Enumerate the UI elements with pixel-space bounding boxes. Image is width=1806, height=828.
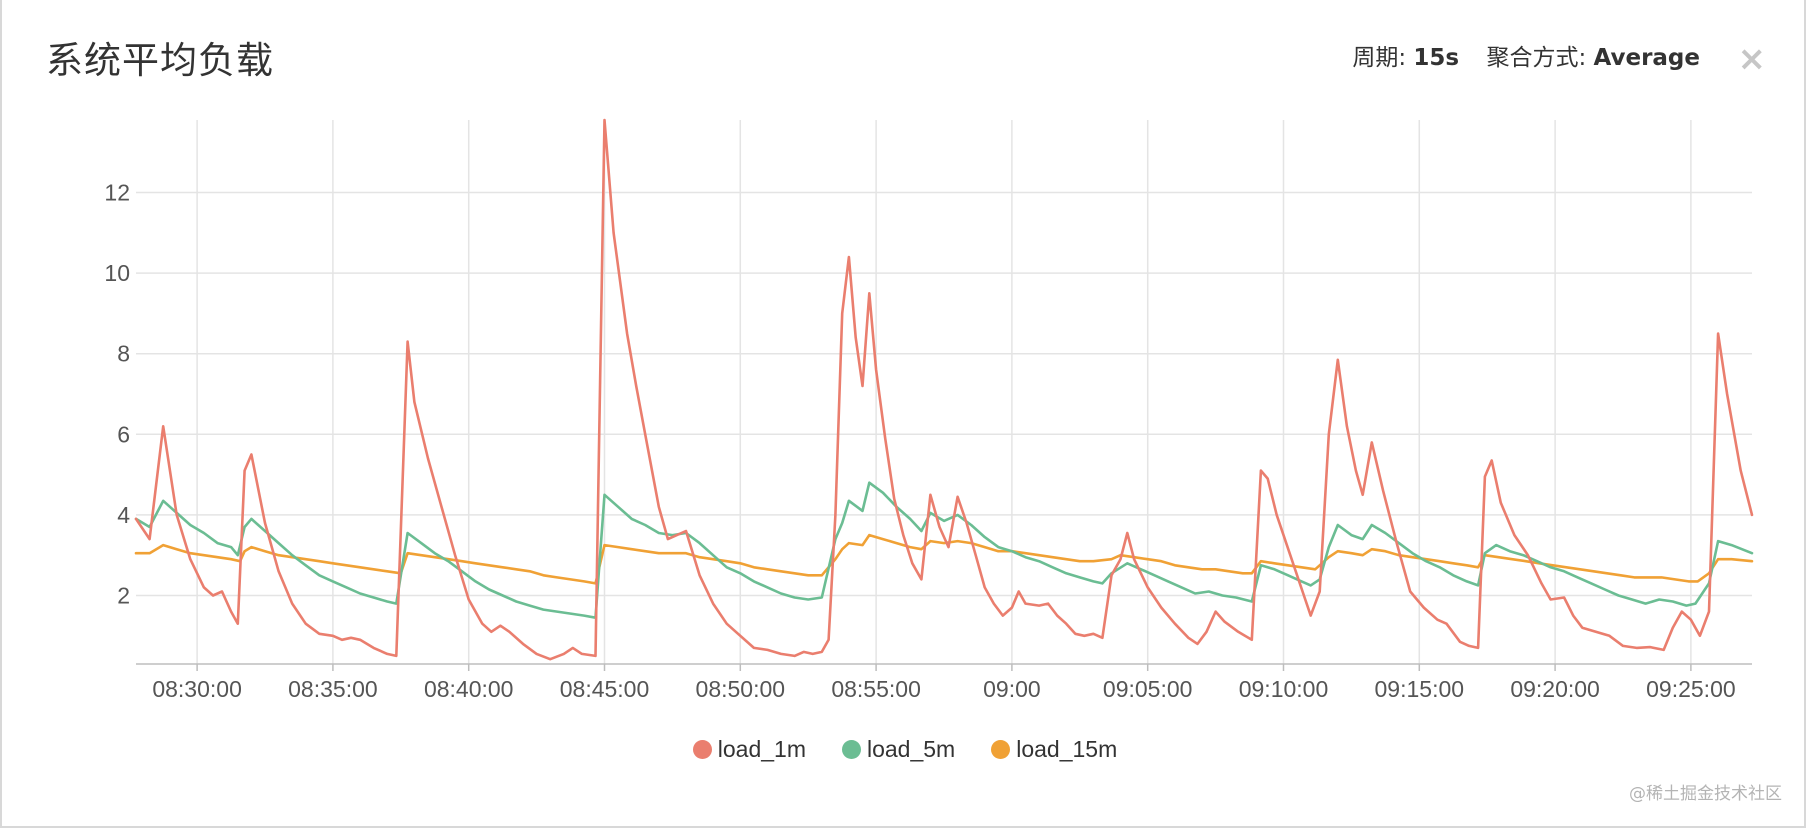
legend-item-load-15m[interactable]: load_15m bbox=[991, 736, 1117, 763]
y-tick-label: 6 bbox=[117, 421, 130, 447]
x-tick-label: 08:50:00 bbox=[696, 676, 786, 702]
legend-label: load_5m bbox=[866, 736, 956, 762]
chart-grid bbox=[136, 120, 1752, 664]
legend-dot-icon bbox=[991, 740, 1011, 759]
legend-item-load-1m[interactable]: load_1m bbox=[692, 736, 806, 763]
line-chart: 2 4 6 8 10 12 08:30:00 08:35:00 08:40:00 08:45:00… bbox=[104, 118, 1754, 702]
legend-label: load_1m bbox=[717, 736, 806, 762]
x-tick-label: 08:35:00 bbox=[288, 676, 378, 702]
chart-axes: 2 4 6 8 10 12 08:30:00 08:35:00 08:40:00 08:45:00… bbox=[104, 180, 1752, 702]
period-value: 15s bbox=[1413, 45, 1460, 71]
period-label: 周期: bbox=[1352, 45, 1407, 71]
x-tick-label: 09:10:00 bbox=[1239, 676, 1329, 702]
x-tick-label: 09:00 bbox=[983, 676, 1041, 702]
aggregation-label: 聚合方式: bbox=[1486, 45, 1587, 71]
x-tick-label: 08:45:00 bbox=[560, 676, 650, 702]
chart-title: 系统平均负载 bbox=[46, 39, 274, 82]
y-tick-label: 2 bbox=[117, 582, 130, 608]
x-tick-label: 08:40:00 bbox=[424, 676, 514, 702]
y-tick-label: 10 bbox=[104, 260, 130, 286]
x-tick-label: 09:05:00 bbox=[1103, 676, 1193, 702]
legend-dot-icon bbox=[692, 740, 712, 759]
chart-legend: load_1m load_5m load_15m bbox=[2, 736, 1806, 763]
series-line-load-15m bbox=[134, 533, 1754, 585]
series-line-load-5m bbox=[134, 481, 1754, 619]
x-tick-label: 08:55:00 bbox=[831, 676, 921, 702]
chart-series bbox=[134, 118, 1754, 661]
legend-dot-icon bbox=[841, 740, 861, 759]
close-icon[interactable]: × bbox=[1737, 39, 1767, 79]
x-tick-label: 09:25:00 bbox=[1646, 676, 1736, 702]
x-tick-label: 09:20:00 bbox=[1510, 676, 1600, 702]
chart-meta: 周期: 15s 聚合方式: Average bbox=[1352, 38, 1700, 72]
aggregation-value: Average bbox=[1593, 45, 1701, 71]
series-line-load-1m bbox=[134, 118, 1754, 661]
y-tick-label: 12 bbox=[104, 180, 130, 206]
watermark: @稀土掘金技术社区 bbox=[1629, 784, 1782, 804]
y-tick-label: 8 bbox=[117, 341, 130, 367]
x-tick-label: 08:30:00 bbox=[152, 676, 242, 702]
y-tick-label: 4 bbox=[117, 502, 130, 528]
x-tick-label: 09:15:00 bbox=[1375, 676, 1465, 702]
legend-item-load-5m[interactable]: load_5m bbox=[841, 736, 956, 763]
legend-label: load_15m bbox=[1016, 736, 1118, 762]
